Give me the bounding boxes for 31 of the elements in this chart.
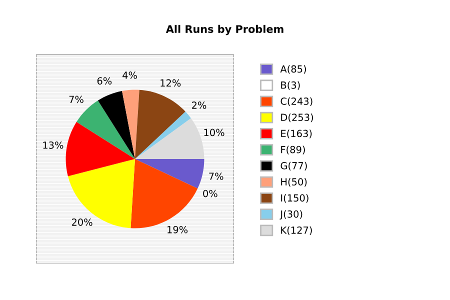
legend-label: H(50) — [281, 178, 307, 187]
data-label: 6% — [97, 77, 112, 85]
legend-label: E(163) — [281, 130, 312, 138]
legend-label: D(253) — [281, 114, 313, 122]
pie-slice — [135, 112, 192, 159]
legend-label: C(243) — [280, 97, 312, 106]
pie-slice — [66, 122, 135, 176]
data-label: 19% — [168, 226, 188, 234]
legend-label: G(77) — [280, 162, 307, 171]
legend-label: K(127) — [281, 226, 312, 235]
data-label: 12% — [160, 79, 181, 87]
pie-slice — [135, 90, 186, 159]
legend-label: F(89) — [281, 146, 305, 154]
data-label: 7% — [69, 96, 84, 104]
data-label: 10% — [204, 128, 224, 136]
data-label: 20% — [72, 218, 92, 226]
pie-slice — [122, 90, 140, 159]
text: 0% — [203, 190, 218, 198]
pie-slice — [98, 90, 135, 159]
legend-label: B(3) — [281, 81, 300, 90]
data-label: 7% — [209, 172, 224, 180]
chart-title: All Runs by Problem — [166, 24, 284, 36]
pie-slice — [135, 159, 204, 188]
legend-label: J(30) — [280, 210, 302, 220]
pie-slice — [68, 159, 135, 228]
legend-label: I(150) — [281, 194, 308, 203]
legend-label: A(85) — [280, 65, 306, 74]
data-label: 4% — [122, 72, 137, 79]
data-label: 13% — [43, 141, 64, 149]
pie-slice — [135, 118, 204, 159]
data-label: 2% — [192, 102, 206, 109]
